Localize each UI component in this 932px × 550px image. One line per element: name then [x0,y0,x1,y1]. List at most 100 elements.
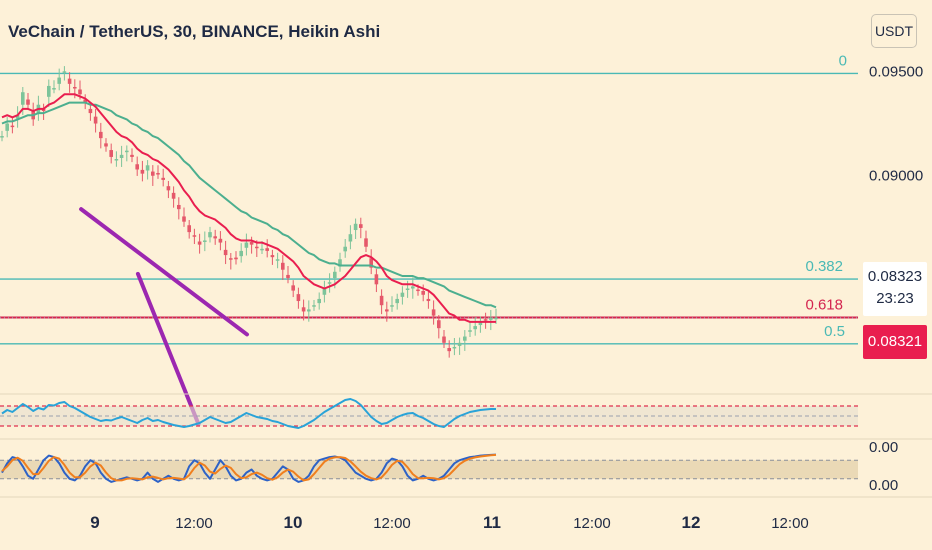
candle-body-70 [364,238,368,247]
candle-body-8 [41,108,46,111]
currency-button[interactable]: USDT [871,14,917,48]
candle-body-67 [348,234,353,242]
candle-body-76 [395,298,399,304]
candle-body-44 [229,258,233,260]
candle-body-24 [125,150,129,153]
candle-body-42 [218,238,223,243]
candle-body-78 [405,288,410,290]
candle-body-29 [151,171,155,176]
x-tick-label-5: 12:00 [573,515,611,532]
x-tick-label-7: 12:00 [771,515,809,532]
candle-body-9 [47,85,51,97]
candle-body-61 [317,298,321,304]
candle-body-81 [421,291,425,295]
x-tick-label-1: 12:00 [175,515,213,532]
candle-body-37 [192,235,197,237]
bar-countdown: 23:23 [876,290,914,307]
candle-body-11 [57,77,61,84]
candle-body-74 [385,309,389,312]
candle-body-65 [338,259,342,267]
candle-body-53 [275,259,280,261]
candle-body-3 [15,115,20,119]
candle-body-4 [21,92,25,105]
candle-body-69 [359,224,363,228]
channel-line-1 [135,271,201,427]
candle-body-28 [145,165,150,171]
candle-body-47 [244,242,249,248]
y-tick-label-0: 0.09500 [869,63,923,80]
candle-body-17 [88,108,93,114]
candle-body-1 [5,123,9,131]
candle-body-77 [400,292,405,297]
candle-body-10 [52,88,56,90]
candle-body-62 [322,288,327,295]
fib-618-price-label: 0.08321 [863,325,927,359]
candle-body-64 [333,271,337,279]
candle-body-26 [135,164,139,170]
x-tick-label-4: 11 [483,513,501,532]
candle-body-95 [494,317,498,320]
ema-slow-line [1,101,497,309]
candle-body-16 [83,99,87,103]
candle-body-85 [442,336,446,343]
candle-body-27 [140,169,145,174]
stoch-axis-label: 0.00 [869,477,898,494]
candle-body-75 [390,305,394,307]
candle-body-13 [67,78,72,84]
candle-body-36 [187,225,191,233]
candle-body-86 [447,348,451,352]
candle-body-50 [260,248,264,251]
rsi-pane[interactable] [0,398,858,429]
stoch-pane[interactable] [0,453,858,483]
candle-body-90 [468,330,472,332]
ema-fast-line [1,93,496,323]
fib-level-label-0.618: 0.618 [805,297,843,314]
candle-body-35 [182,216,186,222]
fib-level-label-0: 0 [839,52,847,69]
candle-body-72 [374,274,379,285]
main-price-pane[interactable]: 0 0.382 0.5 0.618 [0,52,858,427]
candle-body-32 [166,186,171,191]
candle-body-57 [296,294,301,302]
current-price-label: 0.08323 23:23 [863,262,927,316]
candle-body-68 [353,223,358,231]
candle-body-84 [437,320,441,329]
chart-title: VeChain / TetherUS, 30, BINANCE, Heikin … [8,22,381,41]
candle-body-87 [452,346,457,349]
stoch-k-line [1,453,497,483]
candle-body-12 [62,71,67,73]
candle-body-73 [379,295,384,306]
candle-body-54 [281,262,285,270]
candle-body-18 [93,116,98,124]
fib-level-label-0.382: 0.382 [805,258,843,275]
candle-body-0 [0,136,4,138]
candle-body-2 [10,125,15,128]
candle-body-80 [416,289,420,292]
candle-body-15 [78,89,82,95]
candle-body-14 [73,86,77,89]
current-price-value: 0.08323 [867,268,923,285]
candle-body-25 [130,154,134,157]
candle-body-38 [197,241,202,245]
x-tick-label-0: 9 [90,513,99,532]
rsi-line [1,398,496,429]
candle-body-30 [156,173,160,175]
y-tick-label-1: 0.09000 [869,168,923,185]
stoch-d-line [1,453,497,482]
candle-body-88 [457,342,462,346]
channel-line-0 [79,207,249,337]
x-tick-label-2: 10 [284,513,303,532]
candle-body-34 [177,204,181,210]
candle-body-5 [26,99,30,105]
x-tick-label-3: 12:00 [373,515,411,532]
candle-body-20 [104,143,108,147]
candle-body-52 [270,255,275,258]
candle-body-46 [239,250,243,257]
candle-body-55 [286,274,290,279]
candle-body-66 [343,246,347,252]
candle-body-71 [369,258,373,268]
candle-body-49 [255,246,259,249]
x-tick-label-6: 12 [682,513,701,532]
candle-body-59 [307,309,311,312]
